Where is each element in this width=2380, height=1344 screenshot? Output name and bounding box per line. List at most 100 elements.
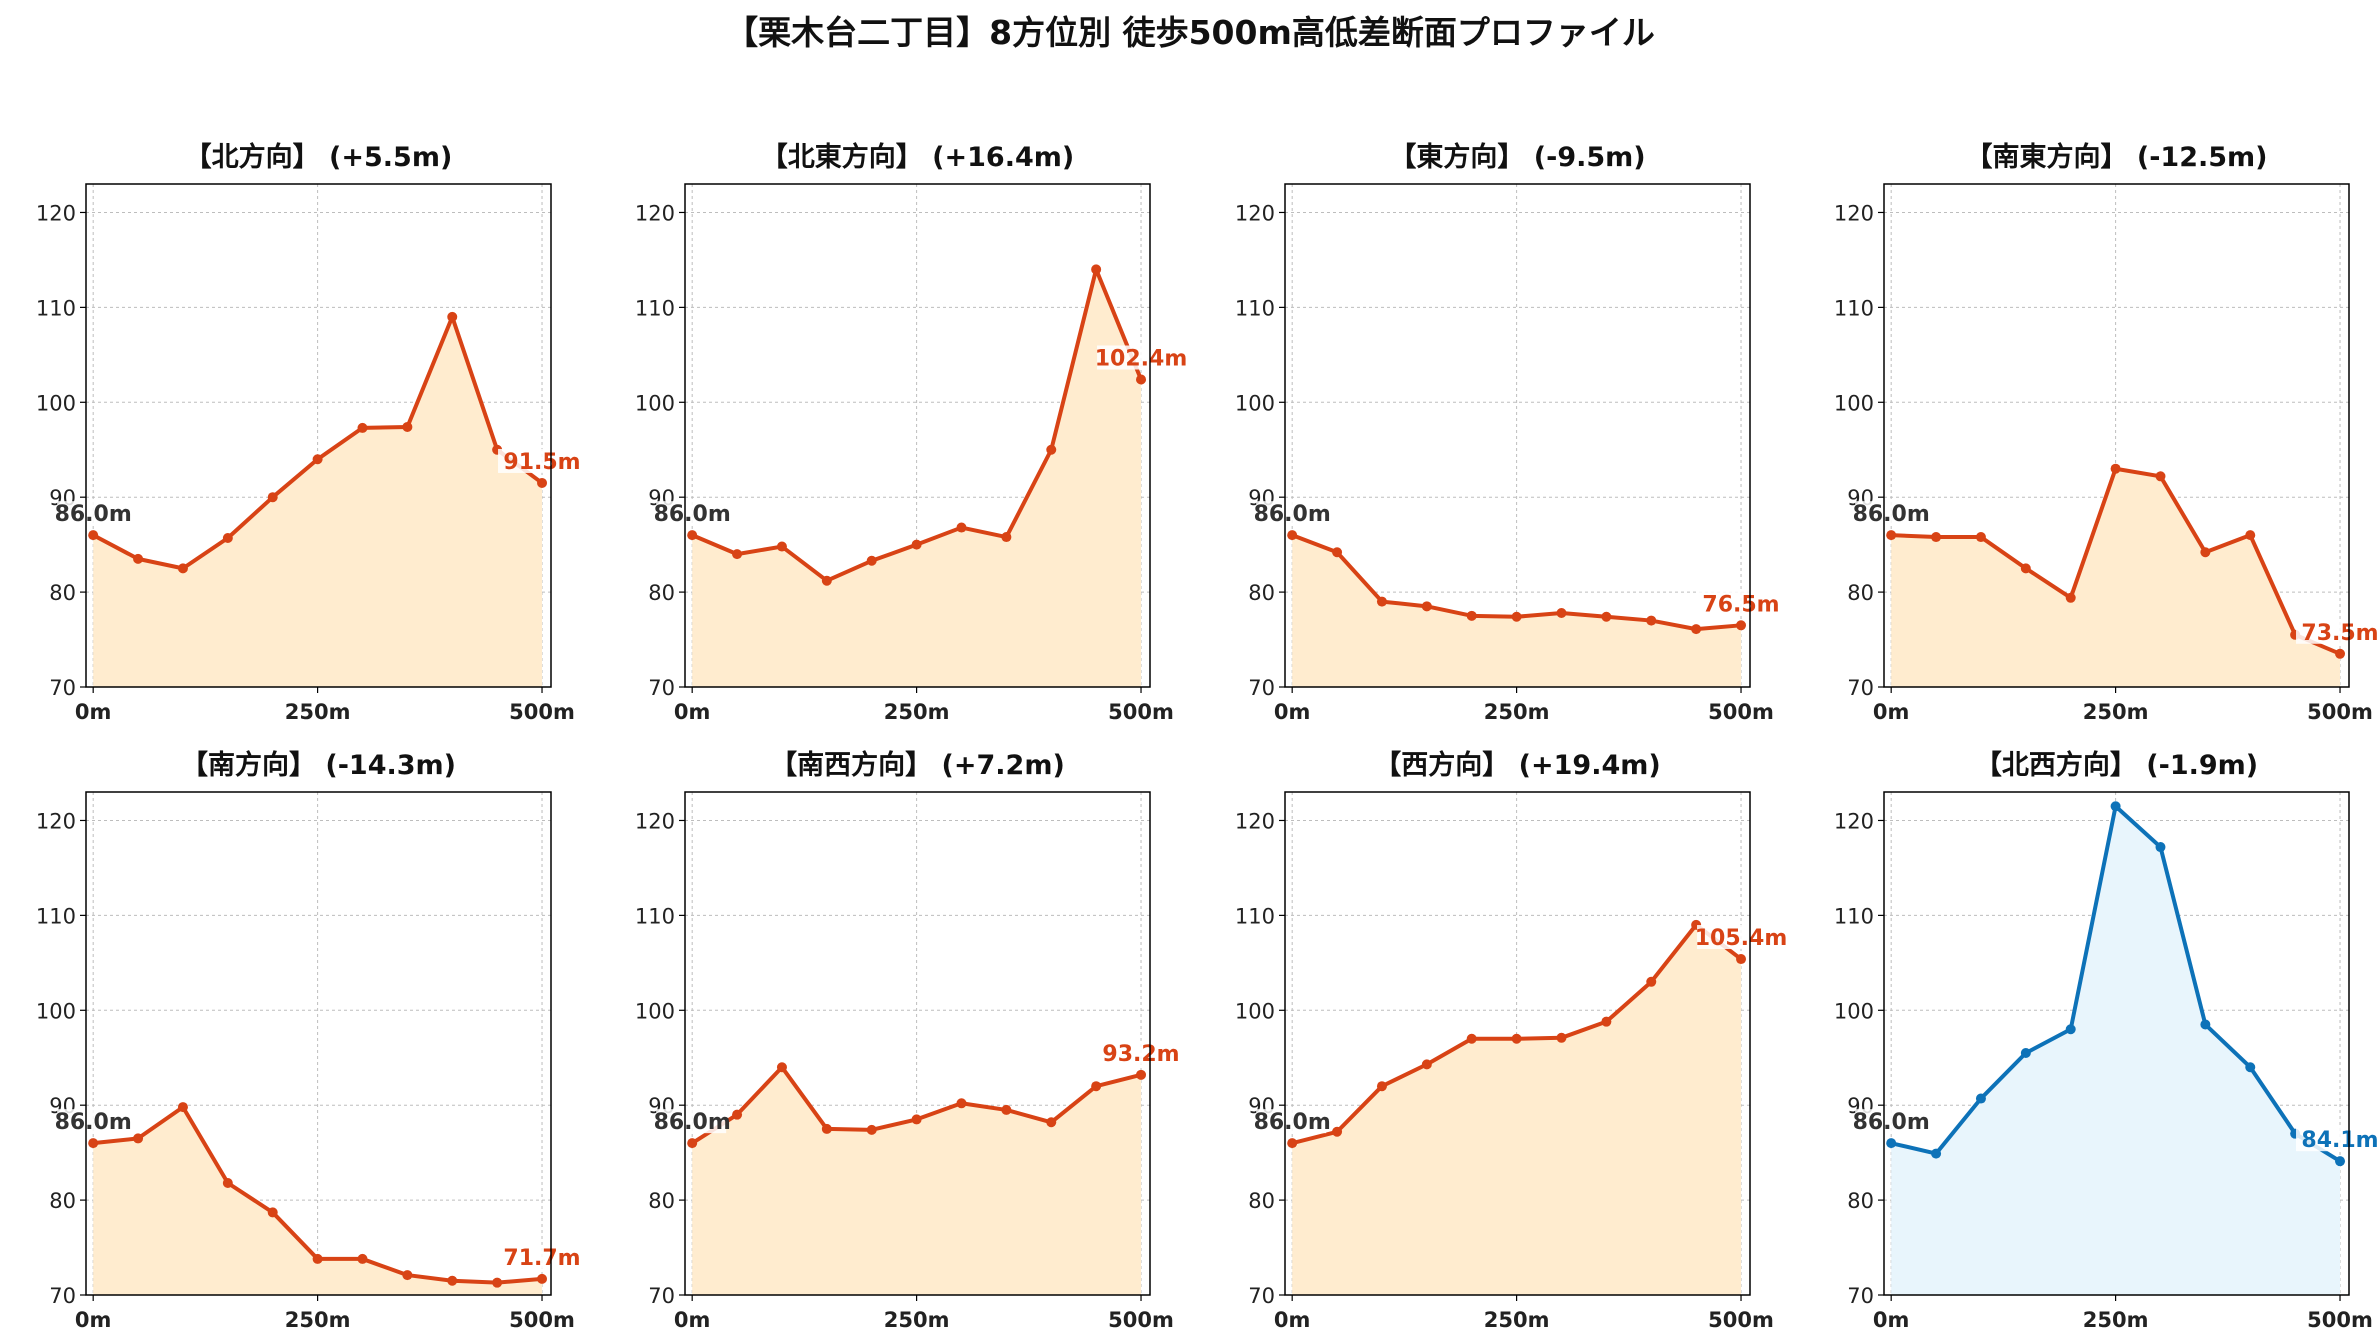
start-label: 86.0m — [55, 1110, 132, 1135]
end-label-bg — [498, 448, 585, 473]
y-tick-label: 110 — [36, 904, 76, 928]
y-tick-label: 80 — [1248, 581, 1275, 605]
data-point — [312, 1253, 323, 1264]
y-tick-label: 110 — [36, 296, 76, 320]
x-tick-label: 0m — [75, 700, 112, 724]
data-point — [447, 311, 458, 322]
start-label-bg — [1855, 1109, 1926, 1134]
x-tick-label: 0m — [674, 1308, 711, 1332]
data-point — [821, 575, 832, 586]
y-tick-label: 110 — [1235, 296, 1275, 320]
y-tick-label: 70 — [49, 1284, 76, 1308]
data-point — [447, 1275, 458, 1286]
chart-title: 【南東方向】 (-12.5m) — [1965, 141, 2267, 173]
axes-frame — [1284, 183, 1751, 688]
start-label-bg — [656, 501, 727, 526]
y-tick-label: 120 — [36, 201, 76, 225]
data-point — [492, 1277, 503, 1288]
data-point — [1136, 1069, 1147, 1080]
y-tick-label: 70 — [49, 676, 76, 700]
chart-title: 【南方向】 (-14.3m) — [181, 749, 456, 781]
chart-title: 【北方向】 (+5.5m) — [185, 141, 453, 173]
data-point — [222, 1178, 233, 1189]
end-label-bg — [1097, 345, 1184, 370]
data-point — [2155, 471, 2166, 482]
x-tick-label: 0m — [1274, 1308, 1311, 1332]
data-point — [1601, 611, 1612, 622]
axes-frame — [85, 791, 552, 1296]
y-tick-label: 120 — [1834, 809, 1874, 833]
y-tick-label: 80 — [1847, 1189, 1874, 1213]
chart-title: 【北西方向】 (-1.9m) — [1975, 749, 2258, 781]
end-label-bg — [498, 1244, 585, 1269]
start-label-bg — [1256, 501, 1327, 526]
data-point — [956, 1098, 967, 1109]
end-label: 105.4m — [1695, 926, 1788, 951]
data-point — [866, 1124, 877, 1135]
data-point — [1332, 547, 1343, 558]
y-tick-label: 70 — [648, 676, 675, 700]
x-tick-label: 250m — [884, 1308, 950, 1332]
start-label: 86.0m — [1254, 1110, 1331, 1135]
data-point — [1886, 530, 1897, 541]
data-point — [1556, 607, 1567, 618]
axes-frame — [684, 183, 1151, 688]
x-tick-label: 0m — [674, 700, 711, 724]
area-fill — [93, 316, 543, 687]
data-point — [1287, 1138, 1298, 1149]
y-tick-label: 70 — [648, 1284, 675, 1308]
area-fill — [692, 1067, 1142, 1295]
x-tick-label: 500m — [509, 1308, 575, 1332]
data-point — [537, 477, 548, 488]
data-point — [177, 563, 188, 574]
y-tick-label: 100 — [1235, 391, 1275, 415]
data-point — [1001, 1104, 1012, 1115]
y-tick-label: 100 — [1834, 391, 1874, 415]
data-point — [776, 541, 787, 552]
data-point — [1136, 374, 1147, 385]
y-tick-label: 80 — [1248, 1189, 1275, 1213]
x-tick-label: 250m — [2083, 1308, 2149, 1332]
chart-title: 【東方向】 (-9.5m) — [1389, 141, 1645, 173]
area-fill — [93, 1107, 543, 1295]
axes-frame — [1284, 791, 1751, 1296]
axes-frame — [1883, 791, 2350, 1296]
data-point — [2335, 1156, 2346, 1167]
data-point — [2065, 1024, 2076, 1035]
data-point — [267, 1207, 278, 1218]
x-tick-label: 250m — [2083, 700, 2149, 724]
data-point — [1601, 1016, 1612, 1027]
area-fill — [1891, 806, 2341, 1295]
end-label: 102.4m — [1095, 347, 1188, 372]
end-label-bg — [2296, 1127, 2380, 1152]
y-tick-label: 70 — [1248, 676, 1275, 700]
data-point — [732, 549, 743, 560]
chart-title: 【北東方向】 (+16.4m) — [761, 141, 1074, 173]
start-label: 86.0m — [55, 502, 132, 527]
data-point — [1421, 1059, 1432, 1070]
y-tick-label: 100 — [1834, 999, 1874, 1023]
data-point — [821, 1123, 832, 1134]
data-point — [1421, 601, 1432, 612]
data-point — [357, 1253, 368, 1264]
y-tick-label: 80 — [648, 1189, 675, 1213]
chart-title: 【南西方向】 (+7.2m) — [770, 749, 1065, 781]
x-tick-label: 250m — [285, 700, 351, 724]
area-fill — [692, 269, 1142, 687]
y-tick-label: 70 — [1248, 1284, 1275, 1308]
data-point — [1466, 1033, 1477, 1044]
data-point — [1511, 1033, 1522, 1044]
end-label: 91.5m — [503, 450, 580, 475]
x-tick-label: 0m — [1873, 700, 1910, 724]
data-point — [1556, 1032, 1567, 1043]
data-point — [1091, 1081, 1102, 1092]
x-tick-label: 500m — [1108, 1308, 1174, 1332]
y-tick-label: 120 — [635, 809, 675, 833]
data-point — [312, 454, 323, 465]
y-tick-label: 110 — [1834, 296, 1874, 320]
y-tick-label: 70 — [1847, 1284, 1874, 1308]
